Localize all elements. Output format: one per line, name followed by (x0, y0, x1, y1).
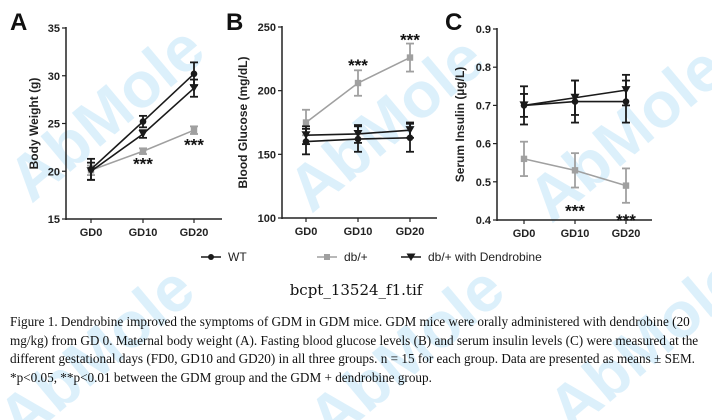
data-point (520, 155, 528, 163)
x-tick-label: GD10 (129, 227, 158, 239)
series-db-with-dendrobine (301, 121, 415, 146)
data-point (139, 147, 147, 155)
series-db-with-dendrobine (519, 73, 631, 118)
y-axis-label: Serum Insulin (µg/L) (453, 67, 467, 183)
figure-charts: A 15 20 25 30 35 GD0 GD10 GD20 Body Weight (g) ***… (10, 9, 652, 240)
significance-annotation: *** (565, 201, 585, 220)
legend-label-wt: WT (228, 250, 247, 264)
data-point (189, 84, 199, 93)
data-point (622, 182, 630, 189)
y-tick-label: 0.6 (476, 139, 491, 151)
y-tick-label: 30 (48, 71, 60, 83)
y-tick-label: 100 (258, 213, 276, 225)
x-tick-label: GD20 (180, 227, 209, 239)
significance-annotation: *** (348, 56, 368, 75)
significance-annotation: *** (400, 31, 420, 50)
x-tick-label: GD0 (80, 227, 103, 239)
legend-label-db-dendrobine: db/+ with Dendrobine (428, 250, 542, 264)
y-tick-label: 0.9 (476, 24, 491, 36)
panel-letter: A (10, 9, 27, 36)
triangle-down-marker-icon (401, 253, 421, 261)
chart-panel-b: B 100 150 200 250 GD0 GD10 GD20 Blood Glucose (m… (226, 9, 437, 238)
data-point (354, 79, 362, 87)
y-tick-label: 25 (48, 119, 60, 131)
square-marker-icon (317, 254, 337, 260)
chart-panel-c: C 0.4 0.5 0.6 0.7 0.8 0.9 GD0 GD10 GD20 Serum Insu… (445, 9, 652, 240)
y-tick-label: 0.8 (476, 62, 491, 74)
panel-letter: B (226, 9, 243, 36)
data-point (519, 101, 529, 110)
x-tick-label: GD10 (561, 228, 590, 240)
y-tick-label: 35 (48, 23, 60, 35)
y-tick-label: 0.5 (476, 177, 491, 189)
legend-item-db: db/+ (316, 250, 368, 264)
data-point (190, 126, 198, 134)
file-name: bcpt_13524_f1.tif (289, 281, 423, 299)
x-tick-label: GD0 (513, 228, 536, 240)
y-tick-label: 0.7 (476, 100, 491, 112)
data-point (138, 130, 148, 139)
data-point (571, 167, 579, 174)
series-db-with-dendrobine (86, 78, 199, 181)
significance-annotation: *** (616, 211, 636, 230)
series-db- (520, 140, 630, 204)
x-tick-label: GD10 (344, 226, 373, 238)
data-point (86, 167, 96, 176)
circle-marker-icon (201, 254, 221, 260)
data-point (139, 118, 147, 125)
data-point (406, 54, 414, 61)
panel-letter: C (445, 9, 462, 36)
x-tick-label: GD20 (396, 226, 425, 238)
y-tick-label: 0.4 (476, 215, 492, 227)
data-point (405, 126, 415, 135)
data-point (302, 119, 310, 126)
y-tick-label: 250 (258, 22, 276, 34)
significance-annotation: *** (184, 136, 204, 155)
data-point (570, 93, 580, 102)
x-tick-label: GD0 (295, 226, 318, 238)
y-axis-label: Blood Glucose (mg/dL) (236, 57, 250, 189)
data-point (301, 131, 311, 140)
data-point (190, 70, 198, 78)
legend-label-db: db/+ (344, 250, 368, 264)
data-point (621, 86, 631, 95)
y-axis-label: Body Weight (g) (27, 78, 41, 170)
data-point (353, 129, 363, 138)
y-tick-label: 15 (48, 214, 60, 226)
y-tick-label: 200 (258, 86, 276, 98)
chart-panel-a: A 15 20 25 30 35 GD0 GD10 GD20 Body Weight (g) ***… (10, 9, 222, 239)
y-tick-label: 20 (48, 166, 60, 178)
legend-item-wt: WT (200, 250, 247, 264)
y-tick-label: 150 (258, 149, 276, 161)
legend-item-db-dendrobine: db/+ with Dendrobine (400, 250, 542, 264)
x-tick-label: GD20 (612, 228, 641, 240)
figure-caption: Figure 1. Dendrobine improved the sympto… (10, 314, 699, 385)
significance-annotation: *** (133, 155, 153, 174)
